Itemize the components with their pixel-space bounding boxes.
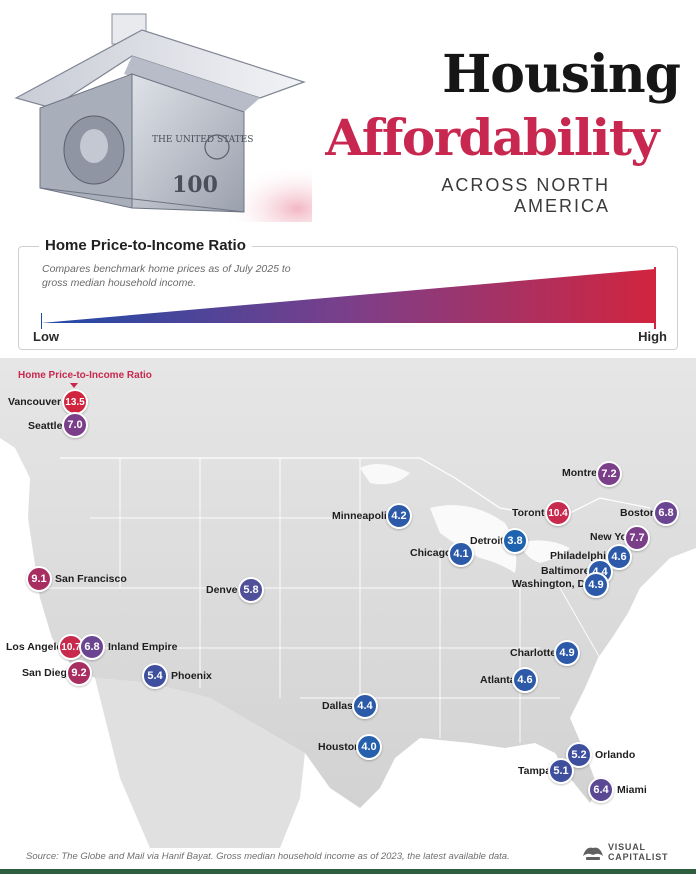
ratio-bubble-minneapolis: 4.2 (386, 503, 412, 529)
north-america-map (0, 358, 696, 848)
ratio-bubble-inland-empire: 6.8 (79, 634, 105, 660)
city-name-detroit: Detroit (470, 535, 504, 547)
ratio-bubble-atlanta: 4.6 (512, 667, 538, 693)
ratio-bubble-san-diego: 9.2 (66, 660, 92, 686)
city-name-tampa: Tampa (518, 765, 552, 777)
brand-line-2: CAPITALIST (608, 852, 669, 862)
city-name-toronto: Toronto (512, 507, 551, 519)
ratio-bubble-montreal: 7.2 (596, 461, 622, 487)
legend-title: Home Price-to-Income Ratio (39, 237, 252, 254)
legend-low-label: Low (33, 329, 59, 344)
city-name-chicago: Chicago (410, 547, 452, 559)
city-name-vancouver: Vancouver (8, 396, 62, 408)
city-name-los-angeles: Los Angeles (6, 641, 69, 653)
ratio-bubble-denver: 5.8 (238, 577, 264, 603)
ratio-bubble-toronto: 10.4 (545, 500, 571, 526)
city-name-seattle: Seattle (28, 420, 63, 432)
hero-header: 100 THE UNITED STATES Housing Affordabil… (0, 0, 696, 225)
city-name-denver: Denver (206, 584, 242, 596)
legend-description: Compares benchmark home prices as of Jul… (42, 263, 291, 289)
gradient-scale-wedge (41, 267, 656, 329)
visual-capitalist-logo: VISUAL CAPITALIST (582, 840, 682, 864)
city-name-minneapolis: Minneapolis (332, 510, 393, 522)
city-name-orlando: Orlando (595, 749, 636, 761)
svg-text:100: 100 (172, 172, 218, 198)
city-name-houston: Houston (318, 741, 361, 753)
city-name-boston: Boston (620, 507, 657, 519)
ratio-bubble-san-francisco: 9.1 (26, 566, 52, 592)
ratio-bubble-charlotte: 4.9 (554, 640, 580, 666)
city-name-montreal: Montreal (562, 467, 606, 479)
ratio-bubble-dallas: 4.4 (352, 693, 378, 719)
ratio-bubble-tampa: 5.1 (548, 758, 574, 784)
legend-box: Home Price-to-Income Ratio Compares benc… (18, 237, 678, 350)
ratio-bubble-chicago: 4.1 (448, 541, 474, 567)
city-name-atlanta: Atlanta (480, 674, 516, 686)
map-label-pointer (70, 383, 78, 388)
svg-text:THE UNITED STATES: THE UNITED STATES (152, 135, 253, 145)
city-name-san-francisco: San Francisco (55, 573, 127, 585)
ratio-bubble-detroit: 3.8 (502, 528, 528, 554)
city-name-miami: Miami (617, 784, 647, 796)
brand-line-1: VISUAL (608, 842, 646, 852)
ratio-bubble-houston: 4.0 (356, 734, 382, 760)
ratio-bubble-miami: 6.4 (588, 777, 614, 803)
title-line-1: Housing (442, 44, 681, 105)
ratio-bubble-new-york: 7.7 (624, 525, 650, 551)
city-name-phoenix: Phoenix (171, 670, 212, 682)
source-note: Source: The Globe and Mail via Hanif Bay… (26, 851, 510, 862)
legend-high-label: High (638, 329, 667, 344)
subtitle: ACROSS NORTH AMERICA (441, 175, 610, 216)
city-name-baltimore: Baltimore (541, 565, 590, 577)
city-name-inland-empire: Inland Empire (108, 641, 178, 653)
brand-wordmark: VISUAL CAPITALIST (608, 842, 668, 862)
title-line-2: Affordability (325, 108, 659, 167)
city-name-san-diego: San Diego (22, 667, 74, 679)
map-ratio-label: Home Price-to-Income Ratio (18, 370, 152, 381)
city-name-dallas: Dallas (322, 700, 353, 712)
ratio-bubble-seattle: 7.0 (62, 412, 88, 438)
capitalist-logo-icon (583, 847, 603, 860)
city-name-charlotte: Charlotte (510, 647, 557, 659)
ratio-bubble-phoenix: 5.4 (142, 663, 168, 689)
ratio-bubble-boston: 6.8 (653, 500, 679, 526)
money-house-illustration: 100 THE UNITED STATES (14, 13, 312, 222)
footer-bar (0, 869, 696, 874)
city-name-washington-dc: Washington, DC (512, 578, 593, 590)
ratio-bubble-vancouver: 13.5 (62, 389, 88, 415)
ratio-bubble-washington-dc: 4.9 (583, 572, 609, 598)
